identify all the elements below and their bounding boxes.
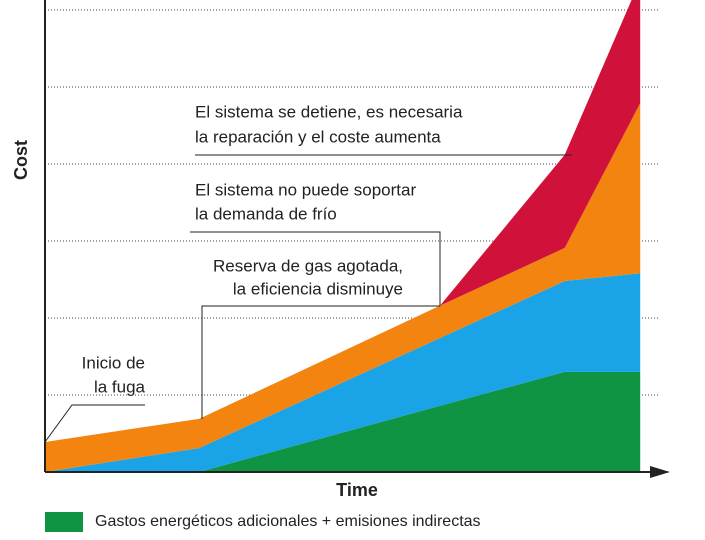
legend-label: Gastos energéticos adicionales + emision… (95, 513, 481, 530)
annotation: la fuga (94, 377, 146, 396)
area (45, 0, 641, 442)
leader-line (44, 404, 145, 443)
area (45, 273, 641, 472)
x-axis-label: Time (336, 480, 378, 500)
legend-swatch (45, 512, 83, 532)
area (45, 371, 641, 472)
annotation: Reserva de gas agotada, (213, 256, 403, 275)
x-axis-arrow (650, 466, 670, 478)
annotation: la demanda de frío (195, 204, 337, 223)
annotation: El sistema se detiene, es necesaria (195, 102, 463, 121)
areas (45, 0, 641, 472)
area (45, 103, 641, 472)
annotation: la eficiencia disminuye (233, 279, 403, 298)
annotation: El sistema no puede soportar (195, 180, 416, 199)
y-axis-label: Cost (11, 140, 31, 180)
annotation: Inicio de (82, 353, 145, 372)
grid (45, 9, 660, 396)
leader-line (201, 305, 440, 419)
leader-line (190, 231, 441, 306)
annotation: la reparación y el coste aumenta (195, 127, 441, 146)
